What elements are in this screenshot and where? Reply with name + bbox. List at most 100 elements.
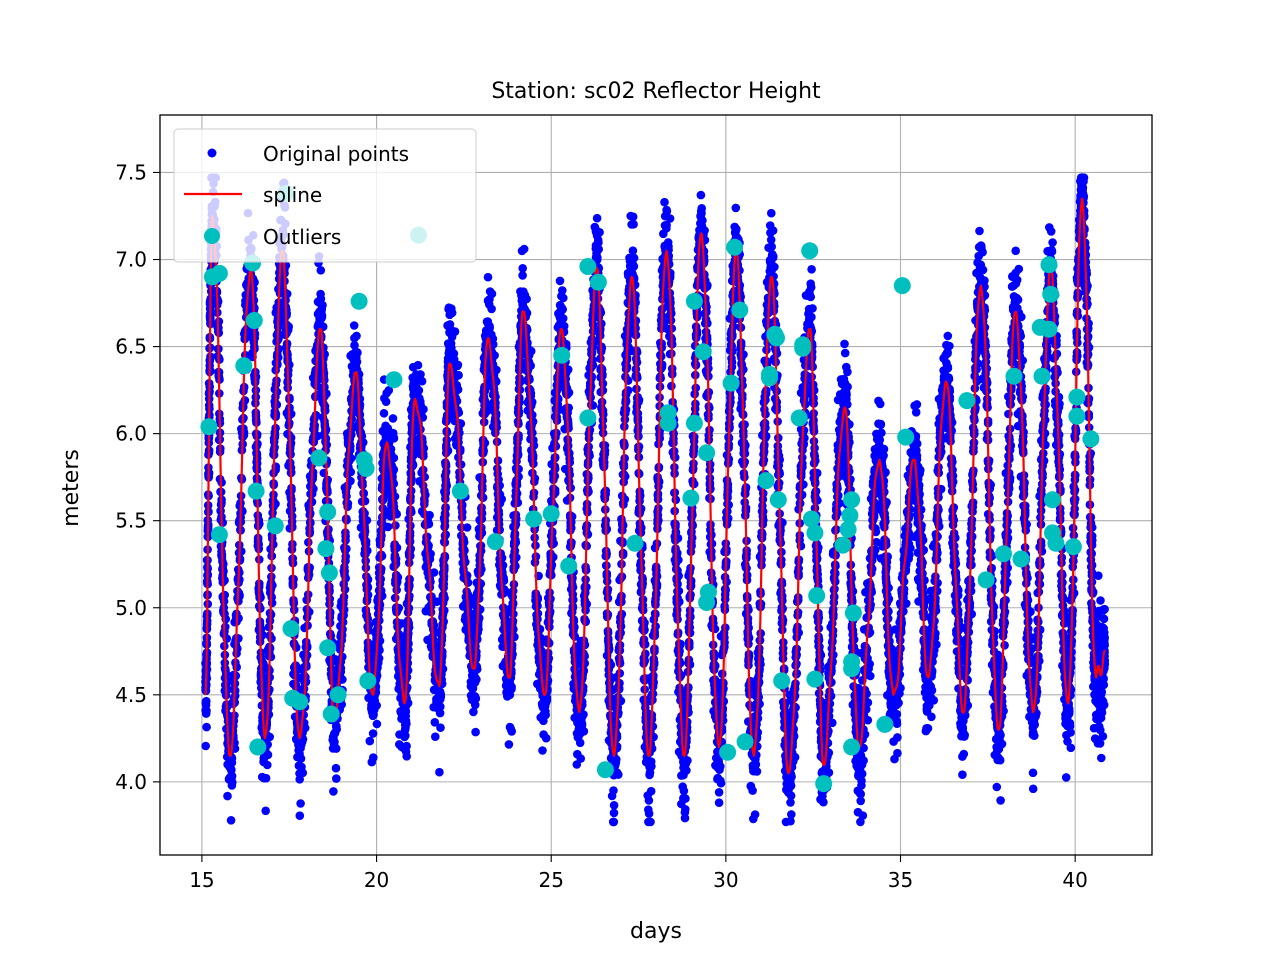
original-point bbox=[237, 547, 246, 556]
original-point bbox=[393, 577, 402, 587]
original-point bbox=[316, 266, 326, 275]
original-point bbox=[300, 723, 310, 733]
original-point bbox=[435, 708, 445, 718]
original-point bbox=[285, 360, 294, 370]
original-point bbox=[634, 395, 644, 405]
original-point bbox=[234, 614, 243, 623]
original-point bbox=[628, 246, 638, 255]
original-point bbox=[429, 568, 439, 577]
original-point bbox=[369, 753, 378, 762]
original-point bbox=[227, 771, 237, 781]
original-point bbox=[269, 540, 278, 549]
original-point bbox=[529, 441, 539, 450]
original-point bbox=[226, 816, 236, 825]
original-point bbox=[435, 767, 444, 777]
original-point bbox=[454, 370, 463, 380]
original-point bbox=[343, 499, 353, 508]
original-point bbox=[575, 738, 585, 748]
original-point bbox=[478, 493, 488, 503]
original-point bbox=[629, 262, 639, 271]
original-point bbox=[628, 212, 638, 222]
original-point bbox=[555, 276, 565, 286]
original-point bbox=[684, 708, 693, 717]
original-point bbox=[425, 510, 434, 520]
original-point bbox=[685, 660, 695, 669]
original-point bbox=[202, 722, 211, 732]
original-point bbox=[485, 321, 494, 331]
original-point bbox=[567, 512, 577, 521]
original-point bbox=[352, 331, 361, 341]
original-point bbox=[477, 565, 486, 574]
original-point bbox=[201, 741, 210, 751]
original-point bbox=[609, 801, 619, 810]
original-point bbox=[683, 756, 692, 765]
original-point bbox=[480, 438, 490, 448]
original-point bbox=[341, 574, 351, 583]
original-point bbox=[530, 474, 540, 483]
original-point bbox=[263, 750, 273, 760]
original-point bbox=[519, 244, 529, 254]
original-point bbox=[388, 414, 398, 423]
original-point bbox=[514, 472, 523, 482]
original-point bbox=[389, 434, 399, 443]
original-point bbox=[365, 736, 375, 746]
original-point bbox=[202, 706, 211, 715]
original-point bbox=[662, 205, 671, 215]
original-point bbox=[431, 732, 440, 741]
original-point bbox=[579, 710, 588, 719]
original-point bbox=[267, 634, 276, 643]
original-point bbox=[332, 724, 342, 734]
original-point bbox=[235, 590, 244, 600]
original-point bbox=[316, 294, 326, 304]
original-point bbox=[487, 289, 497, 299]
original-point bbox=[641, 649, 650, 659]
chart-title: Station: sc02 Reflector Height bbox=[491, 79, 821, 104]
original-point bbox=[472, 675, 481, 684]
original-point bbox=[579, 727, 589, 736]
original-point bbox=[679, 786, 689, 796]
original-point bbox=[372, 701, 382, 710]
original-point bbox=[554, 394, 563, 404]
original-point bbox=[383, 522, 393, 532]
original-point bbox=[507, 682, 516, 692]
original-point bbox=[447, 308, 457, 318]
original-point bbox=[223, 791, 232, 801]
original-point bbox=[372, 719, 382, 729]
original-point bbox=[317, 313, 327, 322]
original-point bbox=[580, 659, 590, 668]
original-point bbox=[331, 763, 341, 773]
original-point bbox=[640, 618, 649, 628]
original-point bbox=[436, 723, 445, 732]
original-point bbox=[456, 460, 466, 469]
original-point bbox=[239, 431, 249, 440]
original-point bbox=[646, 817, 655, 827]
original-point bbox=[295, 775, 305, 784]
original-point bbox=[402, 719, 411, 729]
original-point bbox=[550, 488, 560, 498]
original-point bbox=[629, 253, 639, 263]
original-point bbox=[609, 808, 619, 818]
original-point bbox=[256, 593, 265, 602]
original-point bbox=[646, 786, 656, 796]
original-point bbox=[265, 732, 275, 742]
original-point bbox=[381, 397, 391, 407]
original-point bbox=[696, 190, 706, 200]
original-point bbox=[559, 293, 568, 303]
original-point bbox=[274, 344, 284, 354]
original-point bbox=[681, 794, 690, 803]
original-point bbox=[202, 696, 211, 706]
original-point bbox=[558, 314, 568, 323]
original-point bbox=[233, 644, 242, 653]
original-point bbox=[629, 220, 638, 229]
original-point bbox=[507, 727, 516, 736]
original-point bbox=[681, 805, 690, 814]
original-point bbox=[268, 581, 277, 590]
original-point bbox=[474, 625, 483, 634]
original-point bbox=[419, 444, 429, 453]
original-point bbox=[538, 746, 547, 755]
original-point bbox=[266, 652, 276, 662]
original-point bbox=[460, 546, 469, 555]
original-point bbox=[363, 583, 373, 592]
original-point bbox=[592, 213, 602, 223]
